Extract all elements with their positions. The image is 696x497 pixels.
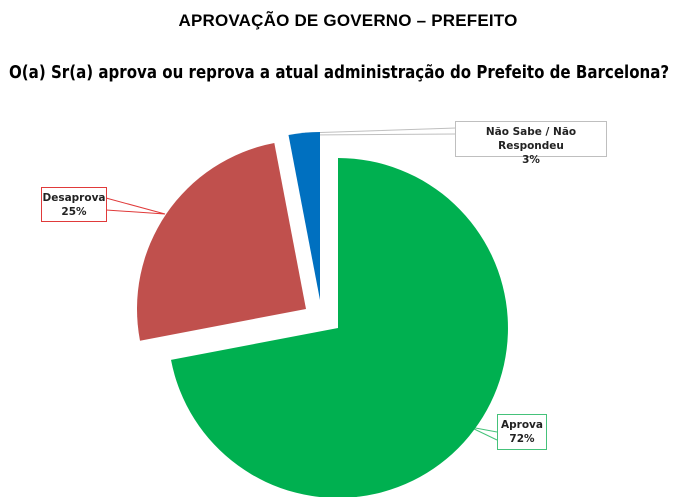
pie-slice-desaprova[interactable] [137,143,306,341]
data-label-desaprova-value: 25% [61,206,87,218]
data-label-nao-sabe-value: 3% [522,154,540,166]
callout-line-nao-sabe [304,127,457,136]
data-label-desaprova-name: Desaprova [42,192,106,204]
data-label-desaprova: Desaprova 25% [41,187,107,222]
data-label-nao-sabe: Não Sabe / Não Respondeu 3% [455,121,607,166]
data-label-aprova: Aprova 72% [497,414,547,450]
callout-line-desaprova [105,197,166,215]
data-label-aprova-value: 72% [509,433,535,445]
pie-slice-nao-sabe[interactable] [288,132,321,300]
pie-slice-aprova[interactable] [171,158,508,497]
data-label-nao-sabe-name: Não Sabe / Não Respondeu [485,126,577,152]
data-label-aprova-name: Aprova [501,419,543,431]
chart-title: APROVAÇÃO DE GOVERNO – PREFEITO [178,11,518,30]
survey-question: O(a) Sr(a) aprova ou reprova a atual adm… [9,63,670,83]
